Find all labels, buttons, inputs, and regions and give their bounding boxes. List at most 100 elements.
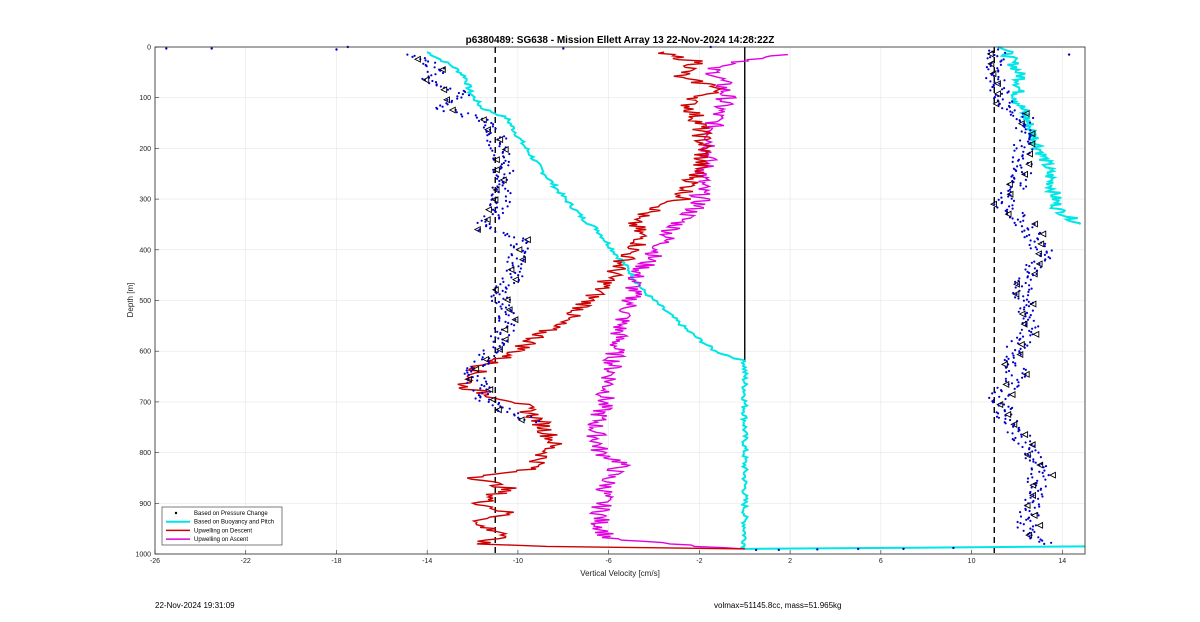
pressure-change-point [1022,295,1025,298]
pressure-change-point [434,81,438,84]
pressure-change-point [1041,539,1044,542]
pressure-change-point [1016,378,1019,381]
pressure-change-point [480,383,483,387]
pressure-change-point [491,208,495,211]
y-tick-label: 700 [139,399,151,406]
pressure-change-point [1024,268,1027,271]
pressure-change-point [988,396,991,399]
legend-entry: Upwelling on Descent [194,528,252,534]
pressure-change-point [1032,274,1035,277]
pressure-change-point [465,369,468,372]
pressure-change-point [1023,346,1026,349]
pressure-change-point [503,173,506,176]
pressure-change-point [497,300,500,304]
pressure-change-point [498,319,501,322]
pressure-change-point [1038,505,1041,508]
pressure-change-point [490,198,493,201]
pressure-change-point [1045,251,1048,254]
pressure-change-point [777,548,780,552]
pressure-change-point [1020,166,1023,169]
pressure-change-point [1016,342,1020,345]
pressure-change-point [411,55,414,59]
pressure-change-point [466,367,469,370]
pressure-change-point [1031,148,1034,151]
x-tick-label: -14 [422,558,432,565]
pressure-change-point [1013,177,1016,180]
pressure-change-point [1009,407,1012,411]
pressure-change-point [1028,233,1031,237]
pressure-change-point [494,210,497,213]
pressure-change-marker [1034,250,1042,258]
pressure-change-point [520,263,523,266]
pressure-change-point [496,185,499,188]
pressure-change-point [1004,417,1007,420]
pressure-change-point [1020,285,1024,288]
pressure-change-point [1004,422,1007,425]
pressure-change-point [1029,537,1032,540]
pressure-change-point [1003,358,1006,362]
pressure-change-marker [483,126,491,134]
pressure-change-point [1043,253,1046,256]
x-tick-label: 10 [968,558,976,565]
pressure-change-point [535,421,538,424]
pressure-change-point [997,198,1000,201]
pressure-change-point [1011,217,1014,220]
pressure-change-point [1009,418,1012,422]
pressure-change-point [1021,445,1024,449]
pressure-change-point [1024,498,1027,501]
pressure-change-point [1022,215,1025,218]
pressure-change-marker [491,196,499,204]
pressure-change-point [1028,138,1031,141]
pressure-change-point [1044,485,1047,488]
pressure-change-point [1024,508,1027,511]
y-tick-labels: 0 100 200 300 400 500 600 700 800 900 1000 [135,45,151,559]
pressure-change-point [1011,352,1014,355]
pressure-change-point [1025,235,1028,238]
pressure-change-point [502,182,505,185]
pressure-change-point [491,186,494,189]
pressure-change-point [450,101,453,104]
pressure-change-point [490,295,493,298]
pressure-change-point [463,372,466,375]
pressure-change-point [1022,299,1025,302]
pressure-change-point [490,194,493,197]
pressure-change-point [1039,254,1042,258]
pressure-change-point [1030,468,1033,471]
pressure-change-point [489,227,492,230]
pressure-change-point [997,412,1000,415]
pressure-change-point [1043,542,1046,546]
pressure-change-point [1015,127,1018,130]
pressure-change-point [1031,226,1034,229]
pressure-change-marker [501,335,509,344]
pressure-change-point [478,399,481,402]
pressure-change-point [1026,276,1029,279]
pressure-change-point [1008,216,1012,219]
pressure-change-point [1028,243,1031,247]
pressure-change-point [1013,439,1016,442]
pressure-change-point [1019,510,1022,514]
pressure-change-point [1029,341,1032,344]
pressure-change-point [514,318,517,321]
pressure-change-point [479,387,482,390]
pressure-change-point [476,379,479,382]
pressure-change-point [517,274,520,277]
pressure-change-point [1033,240,1036,243]
pressure-change-point [464,90,467,93]
pressure-change-point [466,371,469,374]
pressure-change-point [512,246,516,249]
pressure-change-point [335,48,338,51]
pressure-change-point [1037,503,1040,506]
pressure-change-point [1028,329,1031,332]
pressure-change-point [1020,225,1024,228]
pressure-change-point [1043,259,1046,262]
pressure-change-marker [1030,220,1038,228]
pressure-change-point [1014,362,1017,365]
pressure-change-point [1021,376,1024,379]
pressure-change-point [989,64,992,68]
pressure-change-point [498,142,502,146]
pressure-change-point [498,293,501,296]
pressure-change-point [1024,128,1027,131]
pressure-change-marker [1021,431,1029,439]
pressure-change-point [496,330,499,333]
pressure-change-point [513,324,516,327]
